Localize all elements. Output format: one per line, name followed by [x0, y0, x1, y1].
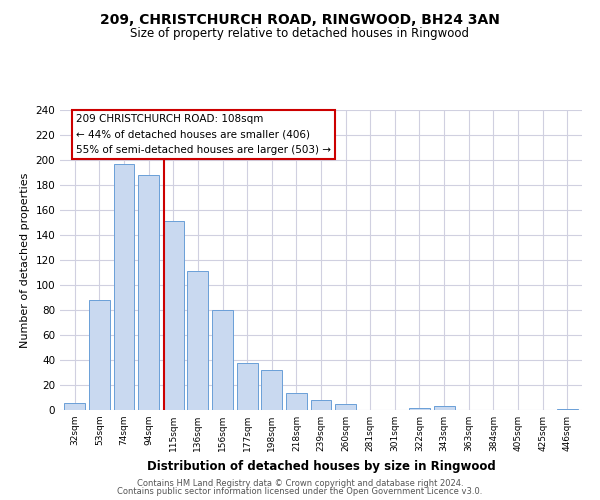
Bar	[64, 402, 85, 410]
Bar	[113, 164, 134, 410]
Text: Contains HM Land Registry data © Crown copyright and database right 2024.: Contains HM Land Registry data © Crown c…	[137, 478, 463, 488]
Bar	[261, 370, 282, 410]
Bar	[163, 221, 184, 410]
Y-axis label: Number of detached properties: Number of detached properties	[20, 172, 30, 348]
Text: Size of property relative to detached houses in Ringwood: Size of property relative to detached ho…	[131, 28, 470, 40]
Bar	[311, 400, 331, 410]
Bar	[557, 409, 578, 410]
Bar	[335, 404, 356, 410]
Bar	[89, 300, 110, 410]
Bar	[212, 310, 233, 410]
Bar	[236, 362, 257, 410]
Text: 209, CHRISTCHURCH ROAD, RINGWOOD, BH24 3AN: 209, CHRISTCHURCH ROAD, RINGWOOD, BH24 3…	[100, 12, 500, 26]
Text: Contains public sector information licensed under the Open Government Licence v3: Contains public sector information licen…	[118, 487, 482, 496]
Bar	[286, 392, 307, 410]
Text: 209 CHRISTCHURCH ROAD: 108sqm
← 44% of detached houses are smaller (406)
55% of : 209 CHRISTCHURCH ROAD: 108sqm ← 44% of d…	[76, 114, 331, 155]
Bar	[187, 271, 208, 410]
Bar	[138, 175, 159, 410]
X-axis label: Distribution of detached houses by size in Ringwood: Distribution of detached houses by size …	[146, 460, 496, 472]
Bar	[434, 406, 455, 410]
Bar	[409, 408, 430, 410]
